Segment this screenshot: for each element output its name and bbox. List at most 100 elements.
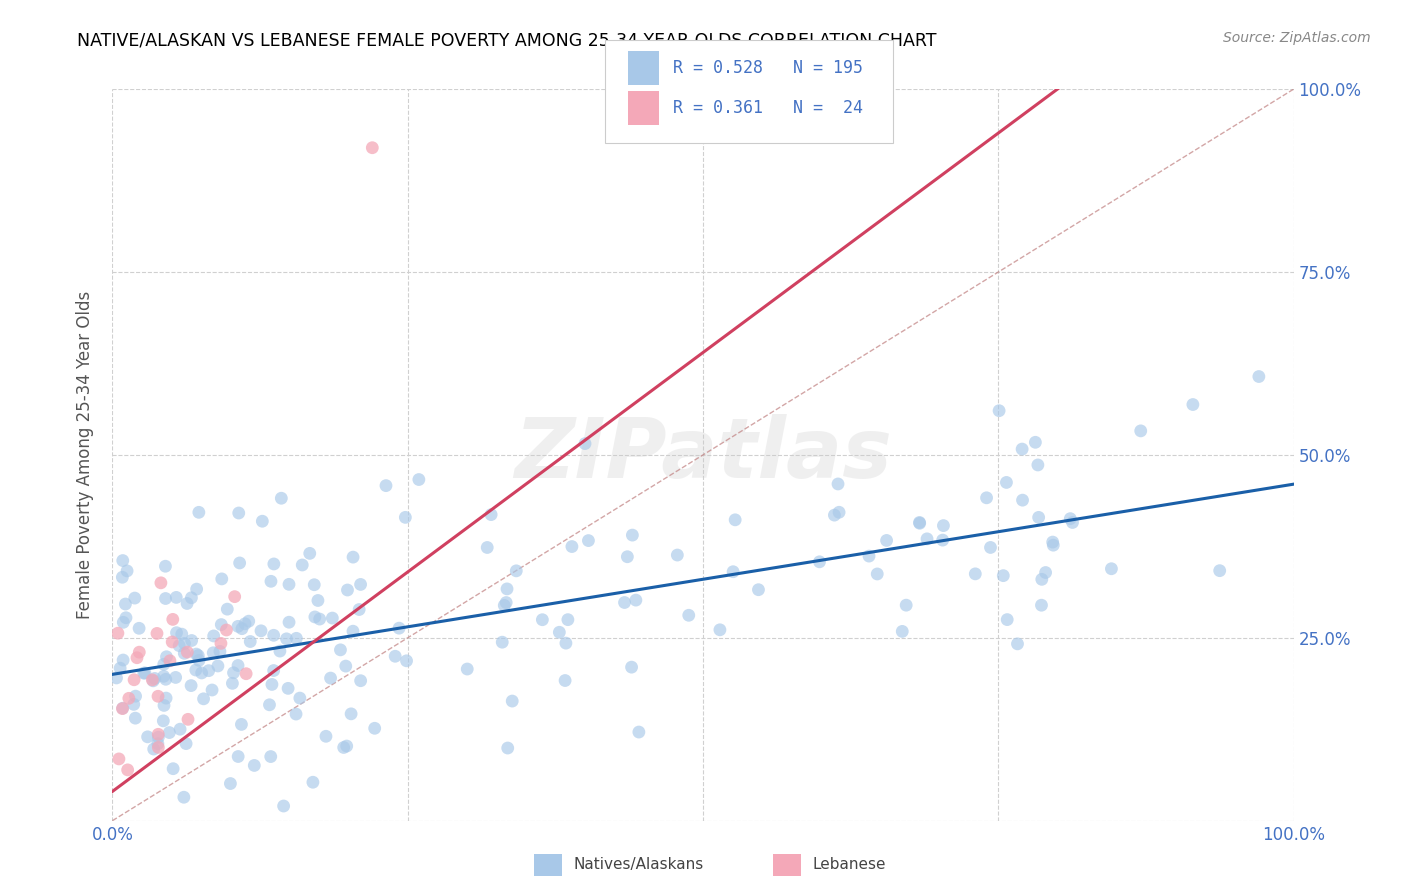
Point (149, 575, 172, 590)
Point (1035, 566, 1057, 580)
Point (184, 663, 207, 677)
Point (260, 677, 283, 691)
Point (221, 676, 243, 690)
Point (162, 612, 184, 626)
Point (1028, 510, 1050, 524)
Point (1062, 516, 1084, 530)
Point (239, 634, 262, 648)
Point (1129, 424, 1152, 438)
Point (1011, 442, 1033, 456)
Point (548, 625, 571, 640)
Point (146, 737, 169, 751)
Point (329, 643, 352, 657)
Point (627, 725, 650, 739)
Point (124, 689, 146, 703)
Point (574, 436, 596, 450)
Point (1007, 637, 1029, 651)
Point (278, 577, 301, 591)
Point (148, 740, 170, 755)
Point (1026, 458, 1049, 472)
Point (173, 636, 195, 650)
Point (155, 673, 177, 687)
Text: R = 0.528   N = 195: R = 0.528 N = 195 (673, 59, 863, 77)
Point (278, 615, 301, 630)
Point (186, 647, 208, 661)
Point (222, 665, 245, 680)
Point (124, 591, 146, 605)
Point (152, 657, 174, 672)
Point (342, 550, 364, 565)
Point (128, 645, 150, 659)
Point (1059, 511, 1081, 525)
Point (291, 558, 314, 572)
Point (211, 572, 233, 586)
Point (808, 555, 831, 569)
Point (285, 706, 308, 721)
Point (315, 729, 337, 743)
Point (228, 556, 250, 570)
Point (165, 670, 187, 684)
Point (160, 635, 183, 649)
Point (915, 532, 938, 546)
Point (908, 516, 931, 530)
Point (613, 595, 636, 609)
Point (277, 681, 299, 696)
Point (187, 648, 209, 663)
Point (555, 636, 578, 650)
Point (128, 621, 150, 635)
Point (167, 639, 190, 653)
Point (491, 635, 513, 649)
Point (993, 568, 1015, 582)
Point (896, 598, 918, 612)
Point (155, 591, 177, 606)
Point (288, 691, 311, 706)
Point (995, 613, 1018, 627)
Point (111, 701, 134, 715)
Point (188, 653, 211, 667)
Point (621, 528, 644, 542)
Point (976, 491, 998, 505)
Point (174, 737, 197, 751)
Point (152, 669, 174, 683)
Point (115, 564, 138, 578)
Point (269, 644, 291, 658)
Point (747, 582, 769, 597)
Point (233, 616, 256, 631)
Point (304, 578, 326, 592)
Text: ZIPatlas: ZIPatlas (515, 415, 891, 495)
Text: Source: ZipAtlas.com: Source: ZipAtlas.com (1223, 31, 1371, 45)
Point (1031, 572, 1053, 586)
Point (260, 574, 283, 589)
Point (132, 666, 155, 681)
Point (375, 478, 398, 492)
Point (260, 749, 283, 764)
Point (208, 644, 231, 658)
Point (231, 717, 253, 731)
Point (141, 673, 163, 687)
Point (891, 624, 914, 639)
Point (932, 518, 955, 533)
Point (187, 505, 209, 519)
Point (143, 672, 166, 686)
Point (165, 591, 187, 605)
Point (561, 540, 583, 554)
Point (148, 727, 170, 741)
Point (554, 673, 576, 688)
Point (979, 541, 1001, 555)
Point (226, 619, 249, 633)
Point (496, 582, 519, 596)
Point (197, 664, 219, 678)
Point (170, 627, 193, 641)
Point (235, 666, 257, 681)
Point (273, 799, 295, 814)
Point (118, 691, 141, 706)
Text: Lebanese: Lebanese (813, 857, 886, 872)
Point (108, 661, 131, 675)
Point (228, 506, 250, 520)
Point (173, 790, 195, 805)
Point (202, 629, 225, 643)
Point (108, 752, 131, 766)
Point (496, 741, 519, 756)
Point (243, 758, 266, 772)
Point (620, 660, 643, 674)
